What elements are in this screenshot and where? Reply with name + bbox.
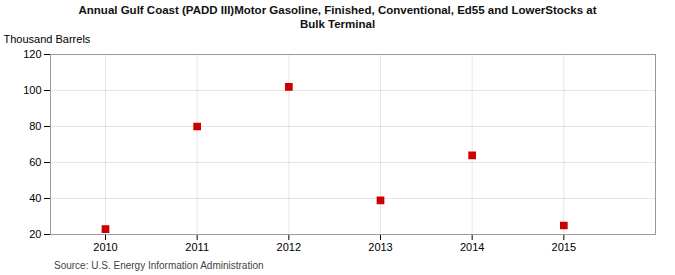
svg-text:100: 100 xyxy=(23,84,41,96)
html-text:Annual Gulf Coast (PADD III)Mo: Annual Gulf Coast (PADD III)Motor Gasoli… xyxy=(78,4,597,31)
svg-text:Thousand Barrels: Thousand Barrels xyxy=(4,33,91,45)
svg-text:2011: 2011 xyxy=(185,241,209,253)
svg-text:2012: 2012 xyxy=(277,241,301,253)
svg-text:120: 120 xyxy=(23,48,41,60)
svg-text:80: 80 xyxy=(29,120,41,132)
html-text:Source: U.S. Energy Informatio: Source: U.S. Energy Information Administ… xyxy=(54,259,264,271)
svg-text:2010: 2010 xyxy=(93,241,117,253)
svg-text:2015: 2015 xyxy=(552,241,576,253)
svg-text:20: 20 xyxy=(29,228,41,240)
svg-text:60: 60 xyxy=(29,156,41,168)
svg-text:40: 40 xyxy=(29,192,41,204)
svg-text:2013: 2013 xyxy=(368,241,392,253)
svg-text:2014: 2014 xyxy=(460,241,484,253)
